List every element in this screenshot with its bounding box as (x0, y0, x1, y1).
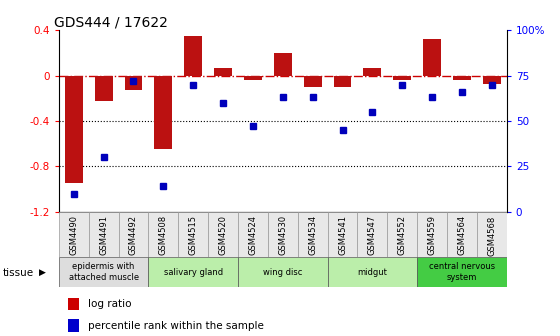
Bar (148, 212, 178, 257)
Text: GSM4492: GSM4492 (129, 215, 138, 255)
Bar (238, 212, 268, 257)
Text: GSM4568: GSM4568 (487, 215, 496, 256)
Bar (95, 76, 113, 100)
Bar (68, 320, 79, 332)
Text: log ratio: log ratio (88, 299, 132, 309)
Bar (304, 76, 321, 87)
Text: GSM4559: GSM4559 (428, 215, 437, 255)
Text: midgut: midgut (357, 268, 388, 277)
Text: GSM4530: GSM4530 (278, 215, 287, 255)
Text: GSM4534: GSM4534 (308, 215, 317, 255)
Bar (274, 53, 292, 76)
Bar (417, 212, 447, 257)
Bar (328, 212, 357, 257)
Text: GDS444 / 17622: GDS444 / 17622 (54, 15, 168, 29)
Text: GSM4515: GSM4515 (189, 215, 198, 255)
Bar (268, 212, 298, 257)
Text: GSM4491: GSM4491 (99, 215, 108, 255)
Bar (388, 212, 417, 257)
Text: GSM4541: GSM4541 (338, 215, 347, 255)
Bar (244, 76, 262, 80)
Text: central nervous
system: central nervous system (429, 262, 495, 282)
Bar (483, 76, 501, 84)
Bar (68, 298, 79, 310)
Bar (393, 76, 411, 80)
Text: wing disc: wing disc (263, 268, 302, 277)
Bar (65, 76, 83, 183)
Bar (178, 212, 208, 257)
Bar (453, 76, 471, 80)
Bar (477, 212, 507, 257)
Text: GSM4520: GSM4520 (218, 215, 227, 255)
Bar (59, 257, 148, 287)
Text: GSM4552: GSM4552 (398, 215, 407, 255)
Bar (208, 212, 238, 257)
Bar (214, 68, 232, 76)
Bar (124, 76, 142, 90)
Text: tissue: tissue (3, 268, 34, 278)
Bar (88, 212, 119, 257)
Text: GSM4564: GSM4564 (458, 215, 466, 255)
Text: epidermis with
attached muscle: epidermis with attached muscle (68, 262, 139, 282)
Bar (363, 68, 381, 76)
Bar (334, 76, 352, 87)
Text: GSM4508: GSM4508 (159, 215, 168, 255)
Text: ▶: ▶ (39, 268, 46, 277)
Text: GSM4524: GSM4524 (249, 215, 258, 255)
Bar (148, 257, 238, 287)
Bar (184, 36, 202, 76)
Bar (238, 257, 328, 287)
Bar (59, 212, 88, 257)
Bar (417, 257, 507, 287)
Text: percentile rank within the sample: percentile rank within the sample (88, 321, 264, 331)
Bar (155, 76, 172, 149)
Bar (328, 257, 417, 287)
Text: salivary gland: salivary gland (164, 268, 223, 277)
Bar (119, 212, 148, 257)
Text: GSM4547: GSM4547 (368, 215, 377, 255)
Text: GSM4490: GSM4490 (69, 215, 78, 255)
Bar (447, 212, 477, 257)
Bar (357, 212, 388, 257)
Bar (298, 212, 328, 257)
Bar (423, 39, 441, 76)
